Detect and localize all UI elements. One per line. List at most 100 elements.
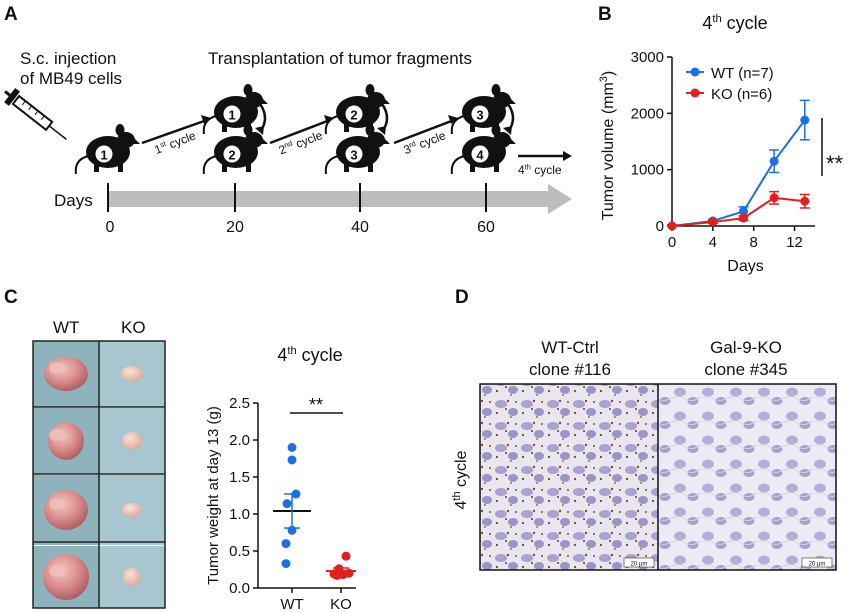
x-tick-label: 4 [709, 234, 717, 251]
cycle-arrow-head [563, 151, 572, 161]
mouse-number-badge [471, 105, 489, 123]
syringe-icon [4, 87, 67, 140]
data-point [800, 196, 810, 206]
y-axis-label: Tumor volume (mm3) [598, 71, 617, 221]
tumor-ko [122, 503, 142, 517]
y-tick-label: 2000 [631, 105, 664, 122]
transfer-arrow-head [377, 126, 386, 135]
mouse-tail [74, 155, 89, 175]
mouse-icon: 2 [324, 84, 390, 135]
transplant-title: Transplantation of tumor fragments [208, 49, 472, 68]
mouse-number: 4 [476, 148, 484, 163]
cycle-arrow-head [448, 115, 458, 124]
data-point [287, 442, 297, 452]
day-tick-label: 60 [477, 219, 495, 236]
mouse-snout [258, 136, 268, 144]
y-tick-label: 0.0 [229, 580, 250, 597]
mouse-number: 2 [228, 148, 235, 163]
data-point [287, 455, 297, 465]
mouse-leg [494, 164, 499, 172]
mouse-number-badge [471, 145, 489, 163]
ihc-side-label: 4th cycle [451, 450, 470, 509]
day-tick-label: 20 [226, 219, 244, 236]
y-tick-label: 1.5 [229, 469, 250, 486]
photo-column-wt: WT [53, 318, 79, 337]
legend-marker [690, 67, 700, 77]
transfer-arrow-head [255, 126, 264, 135]
injection-label-1: S.c. injection [20, 49, 116, 68]
tumor-wt [48, 422, 84, 460]
mouse-snout [380, 96, 390, 104]
mouse-leg [344, 164, 349, 172]
panel-letter-c: C [4, 287, 18, 308]
panel-a: A S.c. injection of MB49 cells Transplan… [4, 4, 572, 236]
mouse-icon: 2 [202, 124, 268, 175]
tumor-ko [121, 366, 143, 382]
cycle-arrow-head [324, 115, 334, 124]
tumor-wt-highlight [49, 498, 65, 510]
mouse-tail [324, 155, 339, 175]
mouse-number: 3 [350, 148, 357, 163]
mouse-snout [258, 96, 268, 104]
mouse-leg [344, 124, 349, 132]
legend-label: KO (n=6) [711, 86, 772, 103]
timeline-arrow [108, 184, 572, 214]
y-tick-label: 2.0 [229, 432, 250, 449]
mouse-leg [470, 164, 475, 172]
panel-letter-d: D [455, 287, 469, 308]
mouse-number-badge [345, 105, 363, 123]
mouse-icon: 1 [74, 124, 140, 175]
mouse-tail [450, 115, 465, 135]
mice-layer: 1 1 2 2 3 3 4 [74, 84, 516, 175]
mouse-ear [365, 84, 375, 96]
x-tick-label: WT [280, 596, 303, 613]
mouse-number: 2 [350, 108, 357, 123]
data-point [739, 206, 748, 216]
mouse-leg [222, 164, 227, 172]
data-point [282, 499, 292, 509]
data-point [708, 217, 718, 227]
injection-label-2: of MB49 cells [20, 69, 122, 88]
tumor-wt-highlight [49, 362, 65, 374]
ihc-title-wt-2: clone #116 [529, 360, 611, 379]
data-point [667, 221, 677, 231]
tumor-wt-highlight [49, 429, 65, 441]
x-tick-label: 8 [750, 234, 758, 251]
cycle-arrow-head [201, 115, 211, 124]
day-tick-label: 0 [106, 219, 115, 236]
mouse-snout [130, 136, 140, 144]
cycle-label: 4th cycle [518, 162, 562, 177]
day-tick-label: 40 [351, 219, 369, 236]
tumor-wt [43, 554, 89, 600]
mouse-number-badge [223, 105, 241, 123]
mouse-tail [202, 155, 217, 175]
data-point [769, 156, 779, 166]
panel-b: B 4th cycle 0 1000 2000 3000 0 4 8 12 Days Tumor v… [598, 4, 844, 275]
mouse-ear [491, 84, 501, 96]
mouse-snout [380, 136, 390, 144]
series-line [671, 119, 806, 227]
mouse-leg [118, 164, 123, 172]
ihc-image-wt [480, 384, 658, 570]
mouse-leg [470, 124, 475, 132]
mouse-snout [506, 136, 516, 144]
scale-label-ko: 20 µm [809, 562, 826, 568]
scale-bar-wt [623, 557, 655, 568]
significance-label: ** [309, 395, 323, 415]
panel-c: C WT KO 4th cycle 0.0 0.5 1.0 1.5 2.0 2.5 WT KO T… [4, 287, 356, 613]
panel-letter-b: B [598, 4, 612, 25]
mouse-icon: 4 [450, 124, 516, 175]
cycle-arrow-line [141, 118, 208, 145]
mouse-ear [243, 84, 253, 96]
mouse-number: 1 [100, 148, 107, 163]
transfer-arrow-head [503, 126, 512, 135]
mouse-ear [243, 124, 253, 136]
legend-label: WT (n=7) [711, 65, 774, 82]
tumor-photo-grid [32, 340, 166, 609]
chart-title: 4th cycle [702, 13, 767, 33]
tumor-wt [44, 357, 88, 391]
mouse-leg [222, 124, 227, 132]
mouse-leg [368, 164, 373, 172]
tumor-ko [123, 568, 141, 586]
day-ticks-layer: 0 20 40 60 [106, 183, 495, 236]
